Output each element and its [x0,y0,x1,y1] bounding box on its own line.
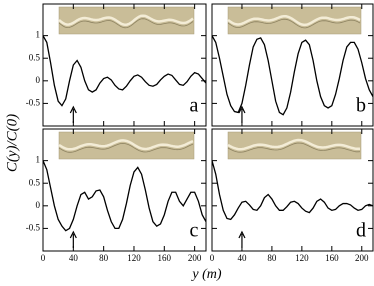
arrow-head [238,105,246,114]
x-tick-label: 80 [267,253,277,263]
inset-wave [227,138,361,151]
panel-frame [211,3,374,127]
arrow-head [69,105,77,114]
y-tick-label: 1 [36,155,41,165]
panel-label: b [356,95,366,117]
x-tick-label: 200 [355,253,369,263]
data-line [42,160,207,232]
y-tick-label: -0.5 [26,97,41,107]
inset-shadow [58,142,194,153]
data-line [211,35,374,116]
y-tick-label: 0 [36,200,41,210]
inset-wave [58,14,194,27]
panel-label: c [190,220,199,242]
x-tick-label: 40 [69,253,79,263]
x-tick-label: 120 [127,253,141,263]
x-tick-label: 160 [158,253,172,263]
inset-shadow [58,18,194,29]
y-tick-label: 0.5 [29,177,41,187]
y-tick-label: -0.5 [26,222,41,232]
x-tick-label: 80 [99,253,109,263]
arrow-head [69,230,77,239]
x-tick-label: 0 [210,253,215,263]
data-line [42,35,207,107]
x-tick-label: 200 [188,253,202,263]
panel-label: a [190,95,199,117]
x-tick-label: 160 [325,253,339,263]
y-axis-title: C(y)/C(0) [4,114,20,172]
inset-shadow [227,142,361,153]
x-tick-label: 0 [41,253,46,263]
inset-shadow [227,18,361,29]
y-tick-label: 0.5 [29,52,41,62]
y-tick-label: 0 [36,75,41,85]
panel-frame [42,3,207,127]
inset-wave [227,14,361,27]
panel-label: d [356,220,366,242]
data-line [211,160,374,221]
inset-wave [58,139,194,151]
x-axis-title: y (m) [190,267,221,282]
panel-frame [211,128,374,252]
x-tick-label: 120 [295,253,309,263]
arrow-head [238,230,246,239]
panel-frame [42,128,207,252]
x-tick-label: 40 [237,253,247,263]
y-tick-label: 1 [36,30,41,40]
